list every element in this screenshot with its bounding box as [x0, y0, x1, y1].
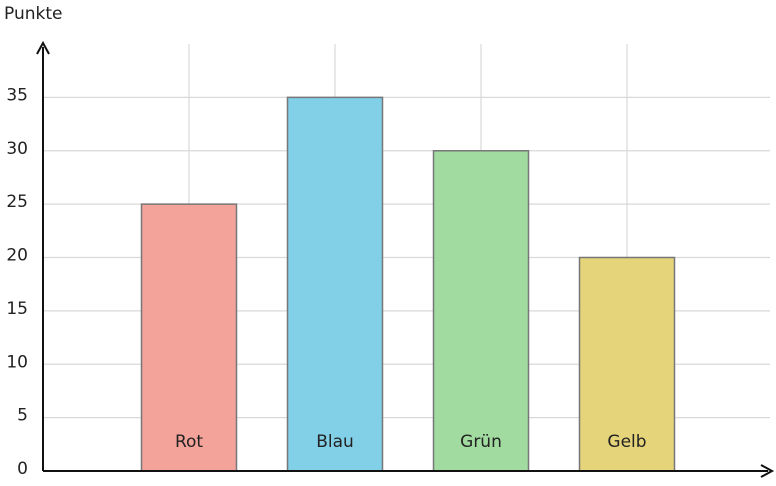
y-axis-label: Punkte	[4, 4, 62, 24]
y-tick-label: 30	[6, 139, 28, 159]
bar	[286, 96, 384, 472]
bar	[432, 150, 530, 472]
bar	[140, 203, 238, 472]
y-tick-label: 25	[6, 192, 28, 212]
x-tick-label: Grün	[460, 432, 502, 452]
y-tick-label: 15	[6, 299, 28, 319]
bars	[140, 96, 676, 472]
y-tick-label: 10	[6, 352, 28, 372]
x-axis-arrow	[760, 464, 775, 478]
y-tick-label: 35	[6, 85, 28, 105]
x-tick-label: Blau	[316, 432, 354, 452]
x-tick-label: Gelb	[607, 432, 646, 452]
y-tick-label: 20	[6, 246, 28, 266]
bar	[578, 256, 676, 472]
y-tick-label: 0	[17, 459, 28, 479]
y-axis-arrow	[36, 40, 50, 55]
x-tick-label: Rot	[175, 432, 203, 452]
y-tick-label: 5	[17, 406, 28, 426]
